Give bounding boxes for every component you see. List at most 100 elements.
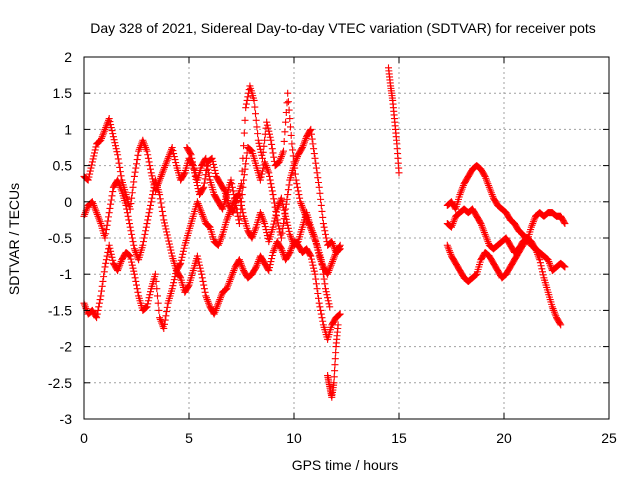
data-point — [86, 170, 94, 178]
data-point — [204, 165, 212, 173]
data-point — [539, 268, 546, 276]
data-point — [128, 189, 136, 197]
data-point — [134, 151, 142, 159]
data-point — [128, 261, 136, 269]
data-point — [196, 261, 203, 269]
data-point — [126, 251, 133, 259]
data-point — [200, 179, 208, 187]
data-point — [167, 246, 175, 254]
data-point — [129, 238, 137, 246]
data-point — [311, 154, 319, 162]
data-point — [270, 153, 278, 161]
data-point — [538, 265, 546, 273]
data-point — [476, 218, 484, 226]
data-point — [268, 140, 276, 148]
data-point — [251, 103, 259, 111]
data-point — [239, 154, 247, 162]
data-point — [285, 227, 293, 235]
data-point — [153, 285, 161, 293]
data-point — [98, 282, 106, 290]
data-point — [108, 253, 116, 261]
data-point — [336, 241, 344, 249]
data-point — [309, 140, 317, 148]
data-point — [277, 244, 285, 252]
data-point — [105, 213, 112, 221]
data-point — [259, 154, 266, 162]
data-point — [210, 160, 217, 168]
data-point — [557, 321, 565, 329]
chart-title: Day 328 of 2021, Sidereal Day-to-day VTE… — [90, 20, 596, 36]
data-point — [237, 198, 245, 206]
data-point — [109, 188, 117, 196]
data-point — [107, 124, 115, 132]
data-point — [202, 171, 210, 179]
data-point — [312, 159, 320, 167]
data-point — [110, 136, 118, 144]
data-point — [330, 373, 338, 381]
data-point — [266, 261, 274, 269]
data-point — [281, 128, 289, 136]
data-point — [91, 149, 98, 157]
data-point — [146, 291, 154, 299]
data-point — [105, 241, 113, 249]
data-point — [315, 294, 322, 302]
data-point — [257, 173, 265, 181]
data-point — [114, 155, 122, 163]
data-point — [130, 178, 138, 186]
data-point — [101, 234, 109, 242]
data-point — [95, 299, 103, 307]
data-point — [131, 274, 139, 282]
data-point — [203, 162, 211, 170]
data-point — [283, 195, 291, 203]
data-point — [172, 159, 180, 167]
data-point — [163, 303, 171, 311]
data-point — [244, 93, 252, 101]
data-point — [160, 325, 168, 332]
data-point — [319, 220, 327, 228]
y-tick-label: 1 — [64, 121, 72, 137]
data-point — [250, 96, 258, 104]
data-point — [141, 230, 149, 238]
data-point — [166, 243, 174, 251]
data-point — [261, 223, 269, 231]
data-point — [294, 187, 302, 195]
data-point — [102, 259, 110, 267]
data-point — [108, 127, 116, 135]
data-point — [319, 270, 327, 278]
data-point — [318, 261, 326, 269]
data-point — [325, 300, 333, 308]
data-point — [252, 116, 260, 124]
data-point — [140, 238, 147, 246]
data-point — [531, 244, 539, 252]
data-point — [130, 241, 138, 249]
data-point — [319, 317, 327, 325]
data-point — [107, 196, 115, 204]
data-point — [252, 264, 259, 272]
data-point — [310, 145, 318, 153]
data-point — [143, 220, 151, 228]
data-point — [95, 303, 103, 311]
data-point — [280, 220, 287, 228]
data-point — [395, 169, 403, 177]
data-point — [161, 219, 168, 227]
data-point — [272, 211, 280, 219]
data-point — [265, 169, 273, 177]
data-point — [283, 218, 291, 226]
data-point — [128, 194, 136, 202]
data-point — [162, 312, 170, 320]
data-point — [323, 291, 331, 299]
data-point — [144, 297, 152, 305]
data-point — [147, 165, 154, 173]
data-point — [287, 123, 294, 131]
data-point — [268, 183, 276, 191]
data-point — [265, 127, 273, 135]
data-point — [277, 194, 285, 202]
data-point — [308, 258, 316, 266]
data-point — [201, 175, 209, 183]
data-point — [126, 223, 134, 231]
data-point — [146, 162, 154, 170]
data-point — [145, 158, 153, 166]
data-point — [312, 275, 320, 283]
data-point — [112, 145, 120, 153]
data-point — [198, 270, 206, 278]
